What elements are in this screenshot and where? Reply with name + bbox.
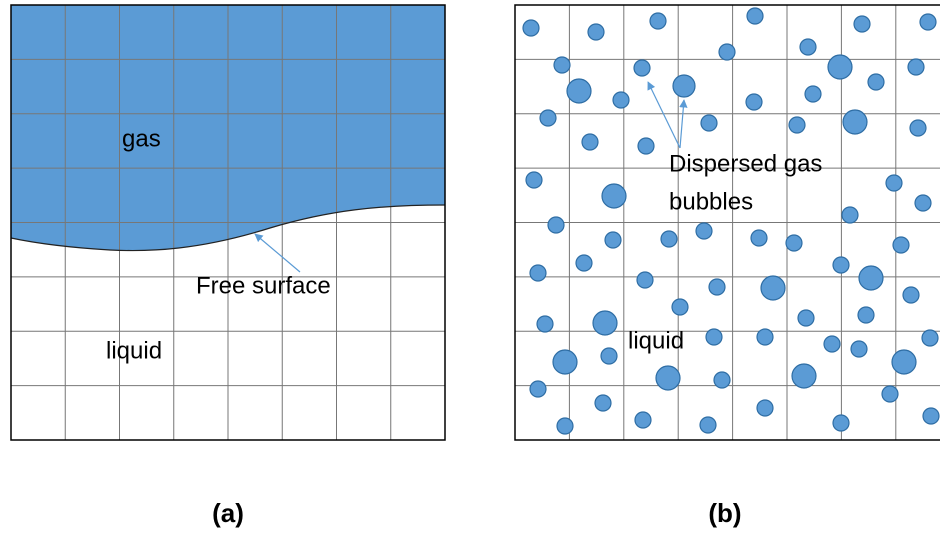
bubble [922, 330, 938, 346]
page: gas Free surface liquid (a) Dispersed ga… [0, 0, 940, 533]
bubble [719, 44, 735, 60]
bubble [798, 310, 814, 326]
bubble [523, 20, 539, 36]
bubble [530, 265, 546, 281]
bubble [595, 395, 611, 411]
gas-label: gas [122, 125, 161, 152]
bubble [757, 329, 773, 345]
liquid-label: liquid [628, 327, 684, 354]
bubble [672, 299, 688, 315]
bubble [868, 74, 884, 90]
bubble [851, 341, 867, 357]
bubble [656, 366, 680, 390]
bubble [910, 120, 926, 136]
bubble [833, 257, 849, 273]
bubble [757, 400, 773, 416]
bubble [747, 8, 763, 24]
bubble [908, 59, 924, 75]
bubble [530, 381, 546, 397]
bubble [567, 79, 591, 103]
panel-label: (b) [708, 498, 741, 528]
figure: gas Free surface liquid (a) Dispersed ga… [0, 0, 940, 533]
bubble [635, 412, 651, 428]
bubble [576, 255, 592, 271]
bubble [786, 235, 802, 251]
arrow [680, 100, 684, 148]
bubble [923, 408, 939, 424]
bubble [920, 14, 936, 30]
bubble [709, 279, 725, 295]
panel-label: (a) [212, 498, 244, 528]
bubble [882, 386, 898, 402]
bubble [638, 138, 654, 154]
bubble [553, 350, 577, 374]
panel-b: Dispersed gas bubbles liquid (b) [515, 5, 940, 528]
bubble [893, 237, 909, 253]
bubble [854, 16, 870, 32]
bubble [701, 115, 717, 131]
surface-label: Free surface [196, 272, 331, 299]
bubble [858, 307, 874, 323]
bubble [557, 418, 573, 434]
bubble [859, 266, 883, 290]
panel-a: gas Free surface liquid (a) [11, 5, 445, 528]
bubble [601, 348, 617, 364]
bubble [892, 350, 916, 374]
bubble [605, 232, 621, 248]
bubble [661, 231, 677, 247]
bubble [886, 175, 902, 191]
bubble [593, 311, 617, 335]
bubble [537, 316, 553, 332]
bubble [842, 207, 858, 223]
bubble [915, 195, 931, 211]
bubble [789, 117, 805, 133]
bubble [700, 417, 716, 433]
bubbles [523, 8, 939, 434]
liquid-label: liquid [106, 337, 162, 364]
bubbles-label: Dispersed gas [669, 150, 822, 177]
bubble [634, 60, 650, 76]
bubble [673, 75, 695, 97]
bubble [903, 287, 919, 303]
bubble [582, 134, 598, 150]
bubble [746, 94, 762, 110]
bubbles-label: bubbles [669, 188, 753, 215]
bubble [828, 55, 852, 79]
arrow [255, 234, 300, 272]
bubble [805, 86, 821, 102]
bubble [706, 329, 722, 345]
bubble [554, 57, 570, 73]
bubble [824, 336, 840, 352]
bubble [696, 223, 712, 239]
bubble [843, 110, 867, 134]
bubble [588, 24, 604, 40]
bubble [800, 39, 816, 55]
bubble [602, 184, 626, 208]
bubble [526, 172, 542, 188]
bubble [650, 13, 666, 29]
bubble [792, 364, 816, 388]
bubble [613, 92, 629, 108]
bubble [637, 272, 653, 288]
bubble [548, 217, 564, 233]
bubble [833, 415, 849, 431]
bubble [540, 110, 556, 126]
bubble [761, 276, 785, 300]
bubble [714, 372, 730, 388]
bubble [751, 230, 767, 246]
